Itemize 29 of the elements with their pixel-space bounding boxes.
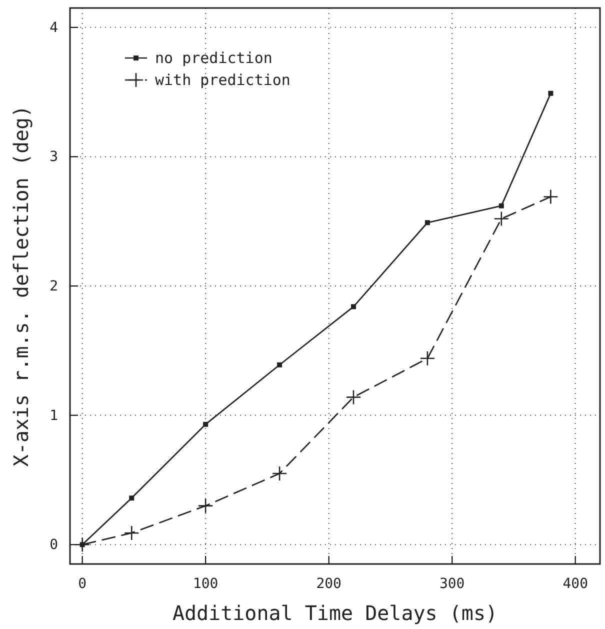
legend-label: no prediction	[155, 49, 272, 67]
y-tick-label: 0	[50, 537, 58, 554]
point	[543, 189, 558, 204]
x-tick-label: 200	[316, 576, 342, 592]
y-tick-label: 2	[50, 278, 58, 294]
point	[74, 536, 90, 552]
point	[272, 466, 288, 482]
y-tick-label: 3	[50, 149, 58, 166]
point	[277, 362, 282, 368]
point	[350, 304, 356, 310]
point	[420, 350, 436, 366]
x-axis-title: Additional Time Delays (ms)	[172, 601, 498, 625]
x-tick-label: 0	[78, 576, 87, 592]
x-tick-label: 100	[192, 576, 218, 592]
y-axis-title: X-axis r.m.s. deflection (deg)	[9, 105, 33, 467]
point	[498, 203, 504, 208]
point	[548, 90, 554, 96]
legend-label: with prediction	[155, 71, 290, 89]
y-tick-label: 1	[50, 408, 58, 424]
x-tick-label: 300	[439, 576, 465, 592]
y-tick-label: 4	[50, 20, 58, 36]
x-tick-label: 400	[562, 576, 588, 592]
point	[424, 220, 430, 226]
point	[124, 525, 140, 541]
point	[203, 422, 208, 427]
point	[129, 496, 134, 501]
point	[494, 211, 510, 226]
point	[346, 390, 362, 405]
point	[198, 498, 214, 514]
